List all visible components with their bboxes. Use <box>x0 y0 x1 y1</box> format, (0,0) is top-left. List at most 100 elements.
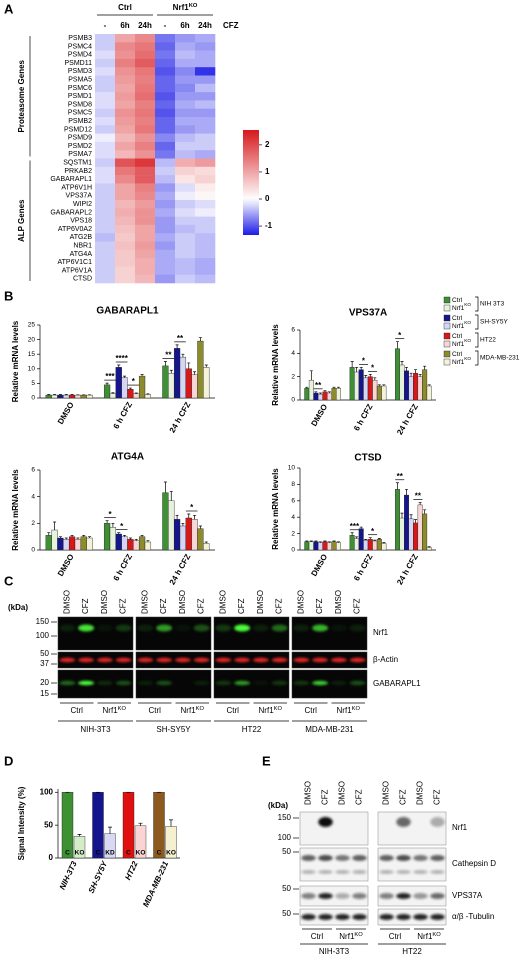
heatmap-cell <box>195 34 216 43</box>
error-bar <box>181 522 185 526</box>
band-label: α/β -Tubulin <box>452 912 494 921</box>
heatmap-cell <box>95 216 116 226</box>
heatmap-cell <box>135 175 156 184</box>
error-bar <box>423 365 427 370</box>
heatmap-cell <box>155 241 176 251</box>
heatmap-cell <box>155 75 176 85</box>
blot-background <box>377 847 447 882</box>
heatmap-cell <box>95 34 116 43</box>
bar <box>376 385 382 401</box>
error-bar <box>77 833 82 837</box>
heatmap-cell <box>175 158 196 168</box>
heatmap-cell <box>95 233 116 242</box>
heatmap-cell <box>95 166 116 176</box>
bar <box>103 384 111 399</box>
group-label: Nrf1KO <box>181 706 205 716</box>
blot-band <box>318 817 333 827</box>
blot-band <box>193 657 210 663</box>
blot-band <box>352 914 367 920</box>
legend-label: Nrf1KO <box>452 302 471 311</box>
heatmap-cell <box>115 241 136 251</box>
legend-bracket <box>475 332 479 348</box>
lane-label: DMSO <box>62 590 71 614</box>
panel-label: C <box>4 573 14 588</box>
blot-band <box>193 624 210 632</box>
heatmap-cell <box>95 141 116 151</box>
error-bar <box>140 374 144 377</box>
x-tick-label: 6 h CFZ <box>352 402 375 432</box>
bar <box>127 389 134 399</box>
significance-label: ** <box>315 381 322 390</box>
heatmap-cell <box>195 100 216 109</box>
heatmap-cell <box>155 108 176 118</box>
error-bar <box>53 521 57 530</box>
colorbar-tick-label: -1 <box>265 221 273 230</box>
bar <box>413 372 419 401</box>
blot-band <box>413 870 428 874</box>
heatmap-cell <box>115 150 136 159</box>
significance-label: * <box>132 377 136 386</box>
blot-band <box>396 817 411 827</box>
heatmap-cell <box>195 224 216 234</box>
heatmap-cell <box>195 50 216 60</box>
heatmap-cell <box>115 183 136 192</box>
heatmap-cell <box>155 34 176 43</box>
heatmap-cell <box>195 117 216 126</box>
bar <box>162 492 169 551</box>
heatmap-cell <box>195 125 216 134</box>
error-bar <box>70 394 74 396</box>
error-bar <box>163 481 167 493</box>
x-tick-label: 6 h CFZ <box>112 552 135 582</box>
heatmap-cell <box>195 200 216 209</box>
error-bar <box>108 826 112 834</box>
gene-label: VPS18 <box>70 218 92 225</box>
heatmap-cell <box>155 233 176 242</box>
lane-label: DMSO <box>304 781 313 805</box>
bar <box>109 527 117 551</box>
gene-label: PSMD8 <box>68 101 92 108</box>
bar-label: C <box>96 850 101 857</box>
heatmap-cell <box>155 166 176 176</box>
y-tick-label: 10 <box>288 465 296 472</box>
bar <box>381 385 387 401</box>
blot-band <box>115 624 132 632</box>
error-bar <box>47 394 51 396</box>
legend-cell-line: NIH 3T3 <box>480 301 505 308</box>
blot-band <box>330 680 347 686</box>
heatmap-cell <box>155 42 176 51</box>
gene-label: SQSTM1 <box>63 159 92 166</box>
bar <box>133 393 140 399</box>
blot-band <box>430 817 445 827</box>
heatmap-cell <box>195 42 216 51</box>
bar-label: C <box>157 850 162 857</box>
blot-band <box>271 624 288 632</box>
blot-band <box>215 624 232 632</box>
bar <box>74 539 82 551</box>
blot-band <box>301 893 316 899</box>
heatmap-cell <box>175 216 196 226</box>
legend-label-text: Nrf1 <box>452 305 465 312</box>
error-bar <box>359 366 363 370</box>
heatmap-cell <box>135 183 156 192</box>
group-label: Nrf1KO <box>259 706 283 716</box>
error-bar <box>337 541 341 543</box>
blot-band <box>379 870 394 874</box>
error-bar <box>364 375 368 378</box>
error-bar <box>382 542 386 544</box>
blot-band <box>379 893 394 899</box>
bar <box>413 522 419 551</box>
blot-band <box>335 893 350 899</box>
heatmap-cell <box>175 208 196 217</box>
group-label-text: Ctrl <box>227 706 240 715</box>
condition-label: 6h <box>120 21 129 30</box>
heatmap-cell <box>135 83 156 93</box>
significance-label: ** <box>397 472 404 481</box>
error-bar <box>377 538 381 540</box>
lane-label: CFZ <box>321 789 330 805</box>
colorbar-tick-label: 0 <box>265 194 270 203</box>
heatmap-cell <box>135 208 156 217</box>
group-label-sup: KO <box>354 932 363 938</box>
error-bar <box>373 539 377 541</box>
y-tick-label: 50 <box>44 820 53 829</box>
